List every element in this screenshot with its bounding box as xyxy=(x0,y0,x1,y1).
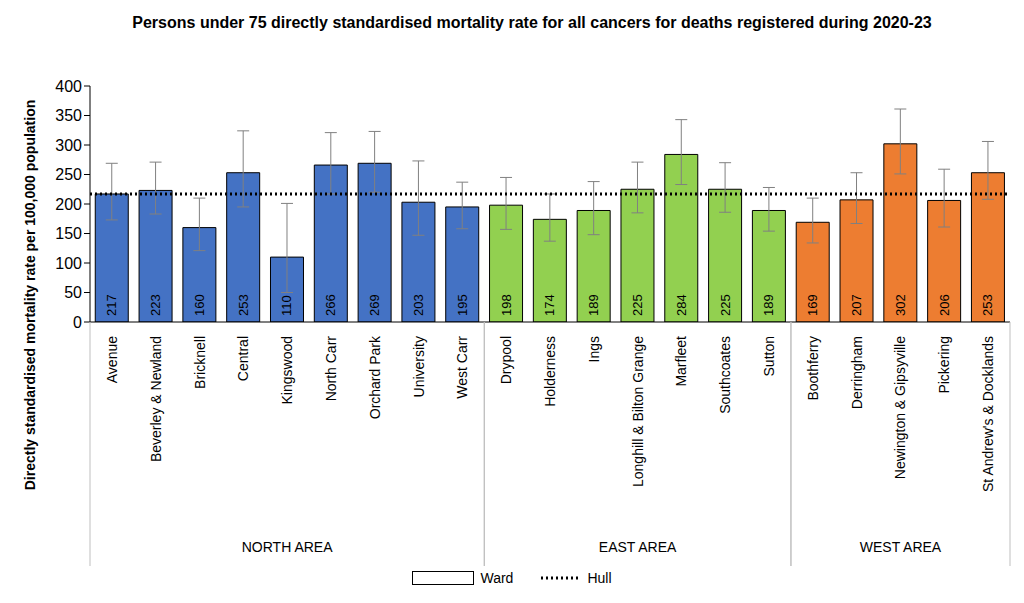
svg-text:400: 400 xyxy=(55,78,82,95)
svg-text:266: 266 xyxy=(323,294,338,316)
svg-text:Pickering: Pickering xyxy=(936,336,952,394)
svg-text:189: 189 xyxy=(586,294,601,316)
svg-text:160: 160 xyxy=(192,294,207,316)
svg-text:Beverley & Newland: Beverley & Newland xyxy=(148,336,164,462)
svg-text:206: 206 xyxy=(937,294,952,316)
svg-text:West Carr: West Carr xyxy=(454,336,470,399)
svg-text:Holderness: Holderness xyxy=(542,336,558,407)
svg-text:Southcoates: Southcoates xyxy=(717,336,733,414)
svg-text:225: 225 xyxy=(718,294,733,316)
svg-text:195: 195 xyxy=(455,294,470,316)
svg-text:269: 269 xyxy=(367,294,382,316)
html-text:Directly standardised mortalit: Directly standardised mortality rate per… xyxy=(22,99,38,491)
svg-text:University: University xyxy=(411,336,427,397)
svg-text:225: 225 xyxy=(630,294,645,316)
svg-text:203: 203 xyxy=(411,294,426,316)
svg-text:Newington & Gipsyville: Newington & Gipsyville xyxy=(892,336,908,479)
svg-text:St Andrew's & Docklands: St Andrew's & Docklands xyxy=(980,336,996,492)
html-text:Hull: Hull xyxy=(587,570,612,586)
svg-text:250: 250 xyxy=(55,166,82,183)
svg-text:110: 110 xyxy=(279,295,294,316)
svg-text:North Carr: North Carr xyxy=(323,336,339,402)
svg-text:217: 217 xyxy=(104,294,119,316)
svg-text:50: 50 xyxy=(64,284,82,301)
svg-text:302: 302 xyxy=(893,294,908,316)
html-text:Ward: Ward xyxy=(480,570,514,586)
svg-text:WEST AREA: WEST AREA xyxy=(860,539,942,555)
svg-text:Orchard Park: Orchard Park xyxy=(367,335,383,419)
svg-text:189: 189 xyxy=(761,294,776,316)
svg-text:EAST AREA: EAST AREA xyxy=(599,539,677,555)
svg-text:Bricknell: Bricknell xyxy=(192,336,208,389)
svg-text:253: 253 xyxy=(980,294,995,316)
svg-text:Kingswood: Kingswood xyxy=(279,336,295,405)
svg-text:169: 169 xyxy=(805,294,820,316)
svg-text:Marfleet: Marfleet xyxy=(673,336,689,387)
svg-text:Derringham: Derringham xyxy=(849,336,865,409)
svg-text:150: 150 xyxy=(55,225,82,242)
svg-text:Central: Central xyxy=(235,336,251,381)
svg-text:223: 223 xyxy=(148,294,163,316)
svg-text:350: 350 xyxy=(55,107,82,124)
svg-text:Drypool: Drypool xyxy=(498,336,514,384)
svg-text:253: 253 xyxy=(236,294,251,316)
svg-text:174: 174 xyxy=(542,294,557,316)
svg-text:Avenue: Avenue xyxy=(104,336,120,383)
svg-text:198: 198 xyxy=(499,294,514,316)
svg-text:300: 300 xyxy=(55,137,82,154)
svg-text:284: 284 xyxy=(674,294,689,316)
svg-text:NORTH AREA: NORTH AREA xyxy=(242,539,333,555)
svg-text:Longhill & Bilton Grange: Longhill & Bilton Grange xyxy=(630,336,646,487)
svg-text:100: 100 xyxy=(55,255,82,272)
svg-text:200: 200 xyxy=(55,196,82,213)
svg-text:Sutton: Sutton xyxy=(761,336,777,376)
html-text:Persons under 75 directly stan: Persons under 75 directly standardised m… xyxy=(132,14,932,31)
svg-text:207: 207 xyxy=(849,294,864,316)
svg-text:Boothferry: Boothferry xyxy=(805,336,821,401)
svg-text:0: 0 xyxy=(73,314,82,331)
svg-text:Ings: Ings xyxy=(586,336,602,362)
